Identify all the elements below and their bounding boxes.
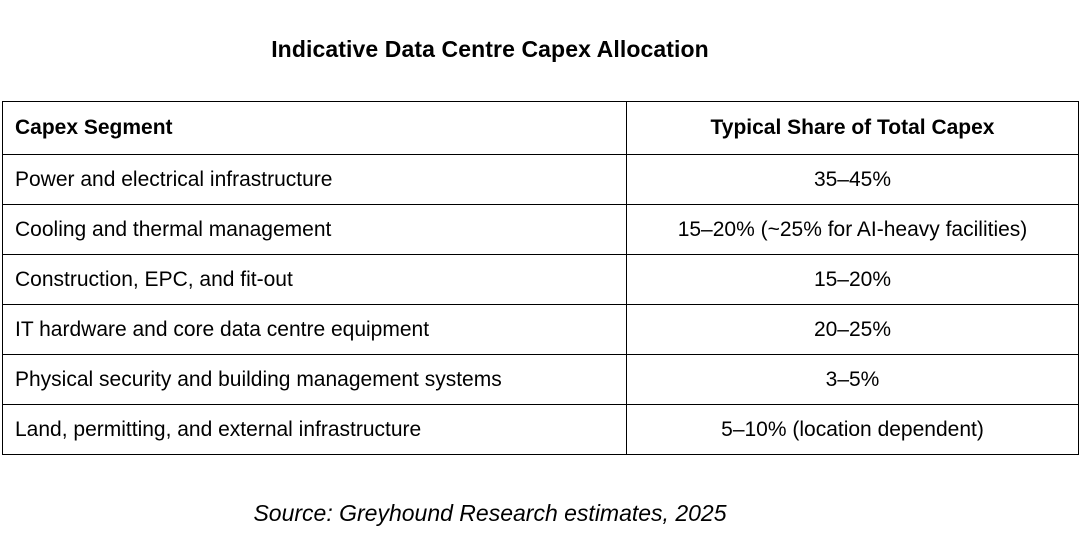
capex-allocation-table: Capex Segment Typical Share of Total Cap…: [2, 101, 1079, 455]
table-row: Physical security and building managemen…: [2, 354, 1079, 405]
share-cell: 3–5%: [626, 354, 1079, 405]
share-cell: 20–25%: [626, 304, 1079, 355]
share-cell: 15–20%: [626, 254, 1079, 305]
segment-cell: IT hardware and core data centre equipme…: [2, 304, 627, 355]
column-header-share: Typical Share of Total Capex: [626, 101, 1079, 155]
table-row: Land, permitting, and external infrastru…: [2, 404, 1079, 455]
table-header-row: Capex Segment Typical Share of Total Cap…: [2, 101, 1079, 155]
table-row: Cooling and thermal management 15–20% (~…: [2, 204, 1079, 255]
segment-cell: Construction, EPC, and fit-out: [2, 254, 627, 305]
table-row: IT hardware and core data centre equipme…: [2, 304, 1079, 355]
segment-cell: Physical security and building managemen…: [2, 354, 627, 405]
table-title: Indicative Data Centre Capex Allocation: [271, 36, 709, 62]
table-row: Power and electrical infrastructure 35–4…: [2, 154, 1079, 205]
segment-cell: Land, permitting, and external infrastru…: [2, 404, 627, 455]
column-header-segment: Capex Segment: [2, 101, 627, 155]
table-row: Construction, EPC, and fit-out 15–20%: [2, 254, 1079, 305]
share-cell: 5–10% (location dependent): [626, 404, 1079, 455]
segment-cell: Cooling and thermal management: [2, 204, 627, 255]
source-note: Source: Greyhound Research estimates, 20…: [253, 500, 727, 526]
share-cell: 15–20% (~25% for AI-heavy facilities): [626, 204, 1079, 255]
segment-cell: Power and electrical infrastructure: [2, 154, 627, 205]
share-cell: 35–45%: [626, 154, 1079, 205]
